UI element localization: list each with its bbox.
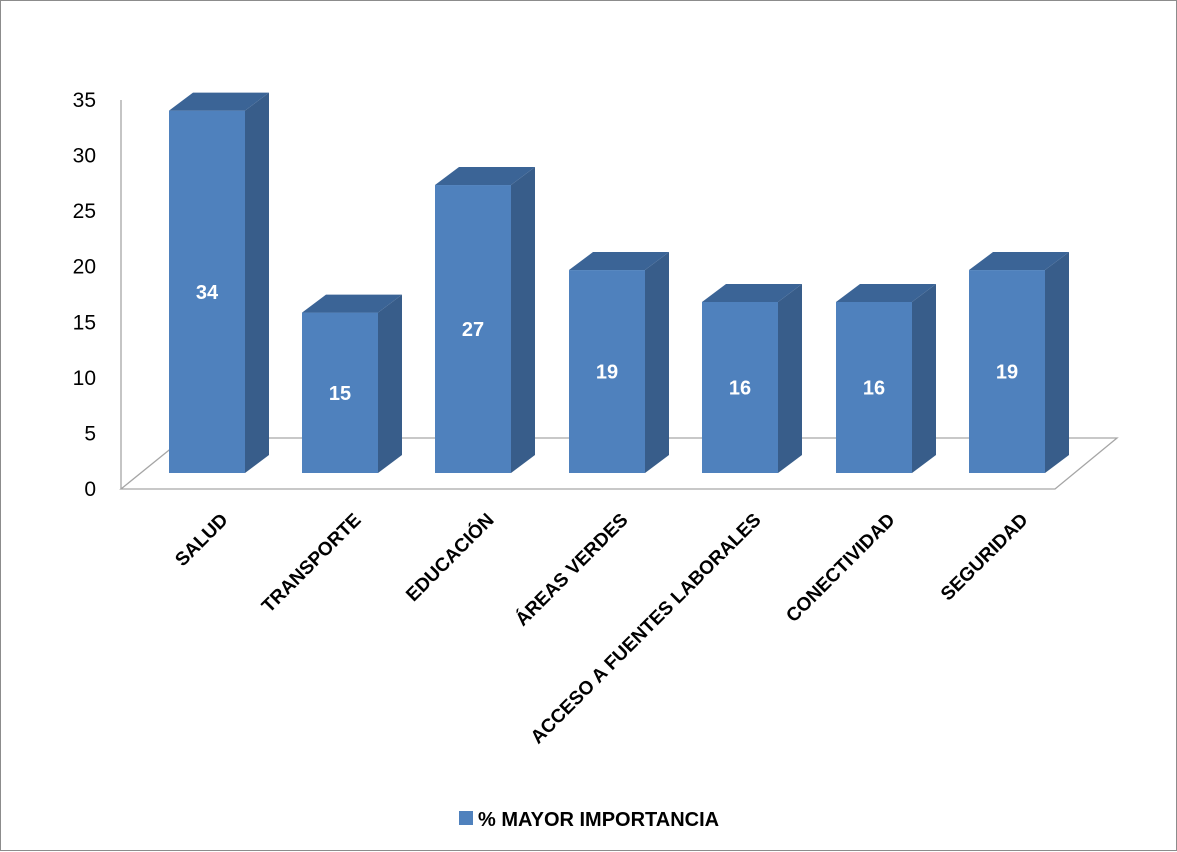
bar-front bbox=[302, 312, 378, 473]
bar-value-label: 16 bbox=[863, 377, 885, 399]
bar-value-label: 15 bbox=[329, 383, 351, 405]
bar-top bbox=[702, 283, 802, 302]
bar: 16 bbox=[702, 283, 802, 473]
bar-value-label: 34 bbox=[196, 282, 219, 304]
bar: 27 bbox=[435, 167, 535, 473]
legend-label: % MAYOR IMPORTANCIA bbox=[478, 809, 719, 831]
bar-side bbox=[645, 252, 669, 473]
bar: 16 bbox=[836, 283, 936, 473]
y-axis-ticks: 0 5 10 15 20 25 30 35 bbox=[73, 89, 96, 501]
bar: 19 bbox=[569, 252, 669, 473]
category-label: ACCESO A FUENTES LABORALES bbox=[527, 510, 766, 749]
bar-front bbox=[969, 270, 1045, 473]
bar: 19 bbox=[969, 252, 1069, 473]
bar-top bbox=[969, 252, 1069, 271]
bar-value-label: 27 bbox=[462, 319, 484, 341]
y-tick-label: 30 bbox=[73, 145, 96, 168]
category-label: ÁREAS VERDES bbox=[511, 509, 633, 631]
y-tick-label: 25 bbox=[73, 200, 96, 223]
bar-side bbox=[511, 167, 535, 473]
category-label: TRANSPORTE bbox=[258, 510, 365, 617]
category-label: EDUCACIÓN bbox=[402, 509, 499, 606]
bar-value-label: 19 bbox=[596, 362, 618, 384]
y-tick-label: 15 bbox=[73, 311, 96, 334]
category-label: SEGURIDAD bbox=[937, 510, 1032, 605]
category-labels: SALUD TRANSPORTE EDUCACIÓN ÁREAS VERDESACCE… bbox=[171, 509, 1032, 748]
axes bbox=[119, 100, 1119, 490]
bar-front bbox=[702, 301, 778, 473]
bar-front bbox=[836, 301, 912, 473]
bar-top bbox=[569, 252, 669, 271]
floor-plane bbox=[119, 437, 1119, 490]
y-tick-label: 5 bbox=[84, 422, 96, 445]
bar-top bbox=[836, 283, 936, 302]
bar-side bbox=[778, 283, 802, 473]
bars: 34 15 27 19 16 16 19 bbox=[169, 92, 1069, 473]
bar-side bbox=[378, 294, 402, 473]
category-label: CONECTIVIDAD bbox=[782, 510, 899, 627]
bar-value-label: 16 bbox=[729, 377, 751, 399]
category-label: SALUD bbox=[171, 510, 232, 571]
bar-front bbox=[569, 270, 645, 473]
bar-value-label: 19 bbox=[996, 362, 1018, 384]
legend: % MAYOR IMPORTANCIA bbox=[459, 809, 719, 831]
bar-top bbox=[435, 167, 535, 186]
bar-front bbox=[169, 110, 245, 473]
y-tick-label: 35 bbox=[73, 89, 96, 112]
legend-swatch bbox=[459, 811, 473, 825]
bar-top bbox=[169, 92, 269, 111]
y-tick-label: 0 bbox=[84, 478, 96, 501]
bar-side bbox=[1045, 252, 1069, 473]
bar-side bbox=[245, 92, 269, 473]
y-tick-label: 20 bbox=[73, 256, 96, 279]
bar-top bbox=[302, 294, 402, 313]
bar-side bbox=[912, 283, 936, 473]
bar: 15 bbox=[302, 294, 402, 473]
bar-front bbox=[435, 185, 511, 473]
y-tick-label: 10 bbox=[73, 367, 96, 390]
bar: 34 bbox=[169, 92, 269, 473]
